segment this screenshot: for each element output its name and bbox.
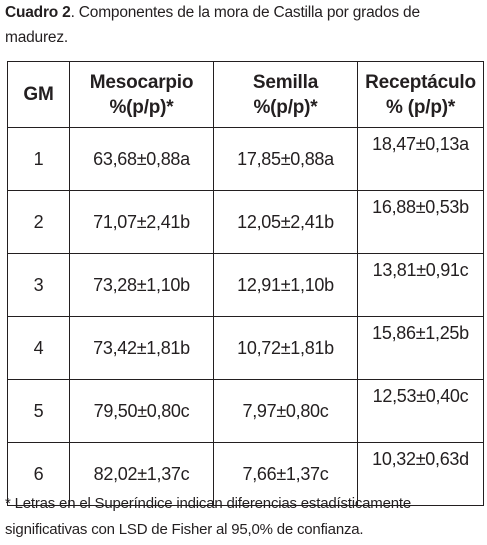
cell-semilla: 12,91±1,10b	[213, 253, 358, 317]
cell-gm: 5	[7, 379, 70, 443]
header-semilla-title: Semilla	[252, 71, 319, 93]
table-header-row: GM Mesocarpio %(p/p)* Semilla %(p/p)* Re…	[7, 61, 484, 128]
header-mesocarpio: Mesocarpio %(p/p)*	[69, 61, 214, 128]
cell-mesocarpio: 71,07±2,41b	[69, 190, 214, 254]
components-table: GM Mesocarpio %(p/p)* Semilla %(p/p)* Re…	[7, 61, 484, 506]
cell-receptaculo: 15,86±1,25b	[357, 316, 484, 380]
table-footnote: * Letras en el Superíndice indican difer…	[5, 495, 411, 538]
cell-receptaculo: 12,53±0,40c	[357, 379, 484, 443]
cell-mesocarpio: 73,42±1,81b	[69, 316, 214, 380]
cell-receptaculo: 13,81±0,91c	[357, 253, 484, 317]
cell-semilla: 17,85±0,88a	[213, 127, 358, 191]
header-gm: GM	[7, 61, 70, 128]
header-semilla: Semilla %(p/p)*	[213, 61, 358, 128]
table-caption: Cuadro 2. Componentes de la mora de Cast…	[5, 0, 483, 50]
cell-semilla: 12,05±2,41b	[213, 190, 358, 254]
cell-mesocarpio: 63,68±0,88a	[69, 127, 214, 191]
cell-gm: 3	[7, 253, 70, 317]
cell-receptaculo: 10,32±0,63d	[357, 442, 484, 506]
cell-semilla: 7,66±1,37c	[213, 442, 358, 506]
table-row: 3 73,28±1,10b 12,91±1,10b 13,81±0,91c	[7, 253, 484, 317]
cell-gm: 2	[7, 190, 70, 254]
table-row: 2 71,07±2,41b 12,05±2,41b 16,88±0,53b	[7, 190, 484, 254]
cell-gm: 4	[7, 316, 70, 380]
cell-receptaculo: 16,88±0,53b	[357, 190, 484, 254]
header-receptaculo-title: Receptáculo	[365, 71, 476, 93]
cell-semilla: 7,97±0,80c	[213, 379, 358, 443]
cell-gm: 6	[7, 442, 70, 506]
cell-receptaculo: 18,47±0,13a	[357, 127, 484, 191]
cell-mesocarpio: 79,50±0,80c	[69, 379, 214, 443]
header-gm-label: GM	[23, 84, 54, 105]
table-row: 1 63,68±0,88a 17,85±0,88a 18,47±0,13a	[7, 127, 484, 191]
cell-mesocarpio: 82,02±1,37c	[69, 442, 214, 506]
header-mesocarpio-unit: %(p/p)*	[109, 96, 174, 118]
header-semilla-unit: %(p/p)*	[253, 96, 318, 118]
caption-label: Cuadro 2	[5, 4, 71, 21]
header-mesocarpio-title: Mesocarpio	[89, 71, 194, 93]
cell-gm: 1	[7, 127, 70, 191]
cell-semilla: 10,72±1,81b	[213, 316, 358, 380]
table-row: 4 73,42±1,81b 10,72±1,81b 15,86±1,25b	[7, 316, 484, 380]
header-receptaculo: Receptáculo % (p/p)*	[357, 61, 484, 128]
header-receptaculo-unit: % (p/p)*	[385, 96, 456, 118]
caption-text: . Componentes de la mora de Castilla por…	[5, 4, 420, 46]
cell-mesocarpio: 73,28±1,10b	[69, 253, 214, 317]
table-row: 6 82,02±1,37c 7,66±1,37c 10,32±0,63d	[7, 442, 484, 506]
table-row: 5 79,50±0,80c 7,97±0,80c 12,53±0,40c	[7, 379, 484, 443]
